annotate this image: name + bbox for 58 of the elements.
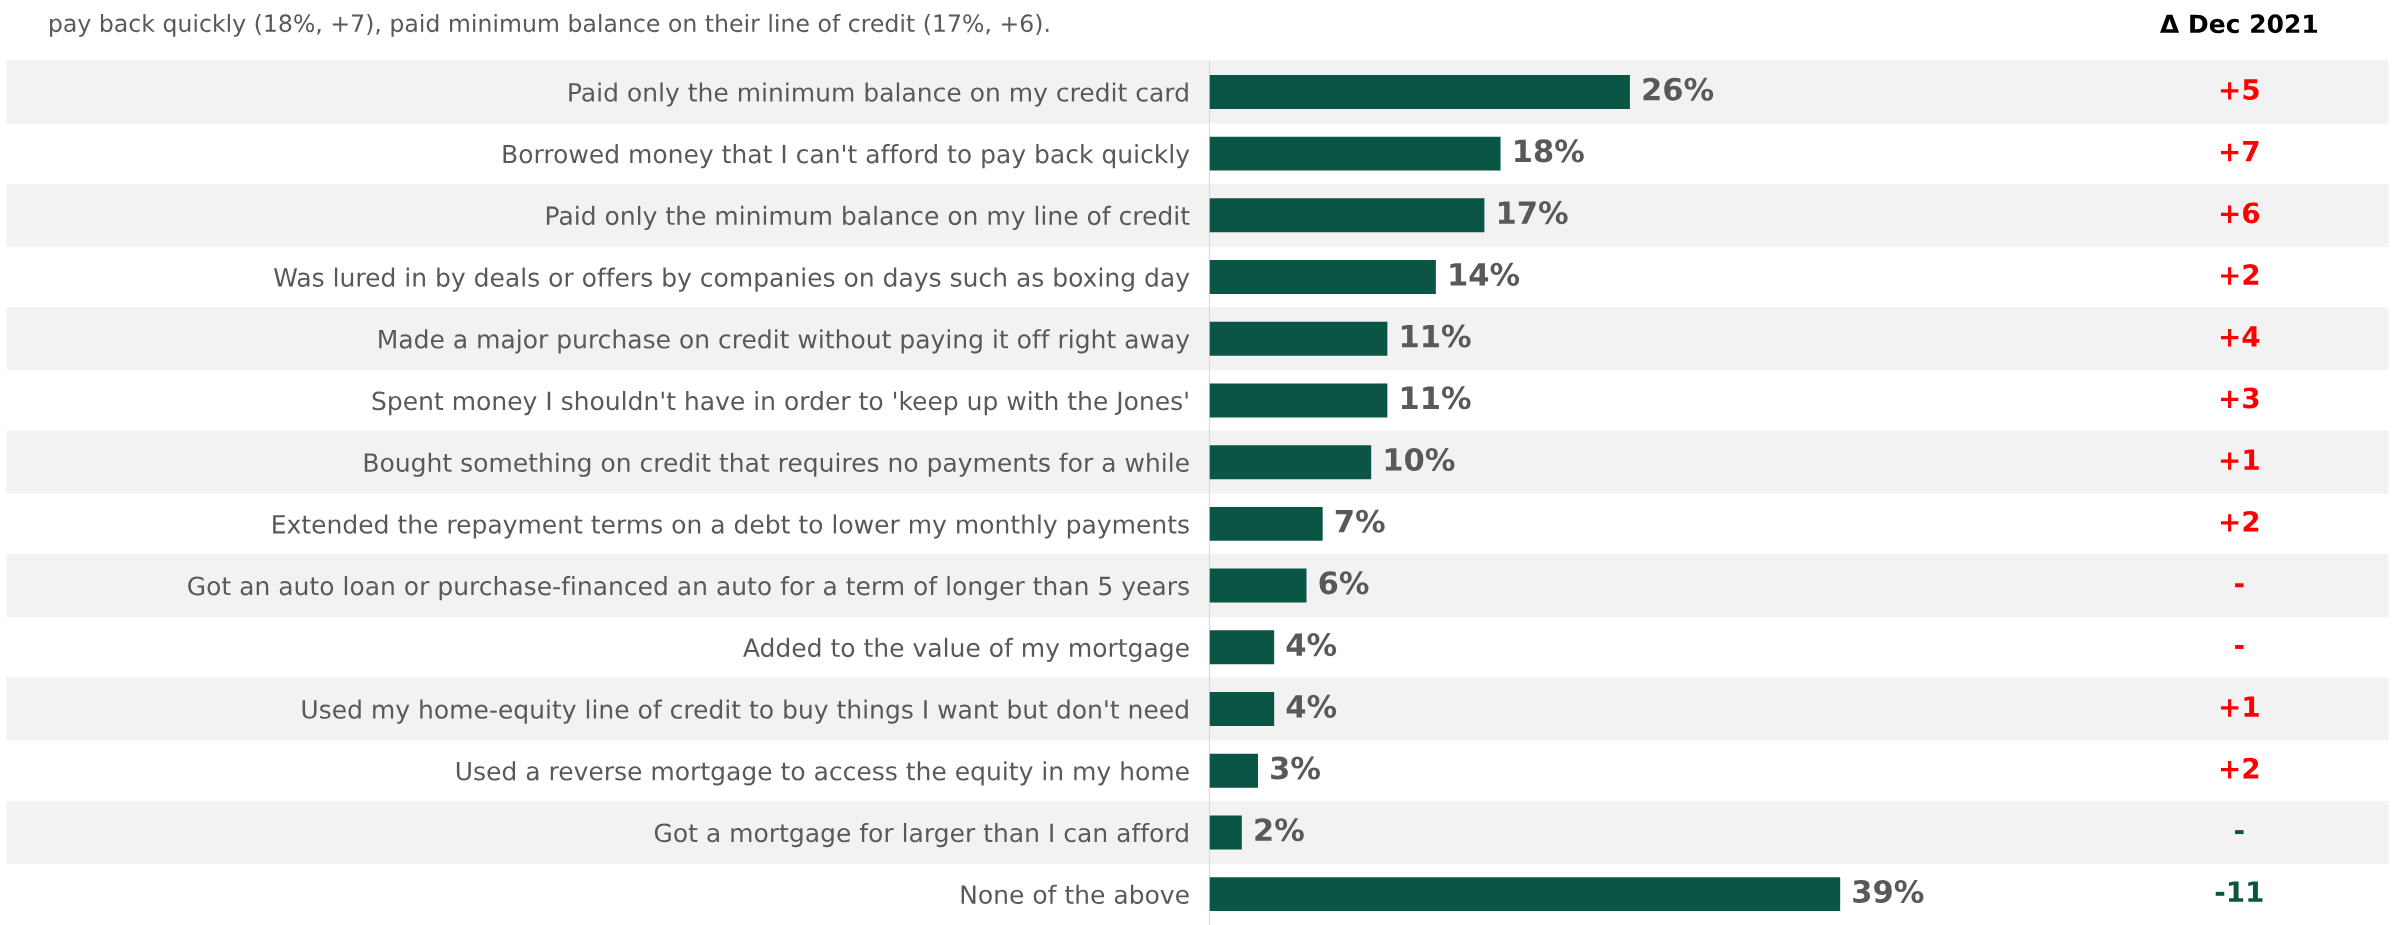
text: +1	[2220, 449, 2259, 470]
y-tick-label: Made a major purchase on credit without paying it off right away	[379, 329, 1190, 354]
text: Δ Dec 2021	[2160, 14, 2318, 34]
text: +3	[2220, 387, 2259, 409]
y-tick-label: Borrowed money that I can't afford to pay back quickly	[503, 144, 1190, 169]
bar	[1209, 260, 1436, 295]
bar	[1209, 136, 1501, 171]
bar	[1209, 506, 1323, 541]
data-label: 26%	[1643, 77, 1714, 101]
y-tick-label: Paid only the minimum balance on my line of credit	[546, 205, 1190, 231]
text: -11	[2215, 881, 2263, 902]
bar	[1209, 321, 1388, 356]
text: +2	[2220, 757, 2259, 779]
y-tick-label: None of the above	[961, 884, 1189, 904]
text: +5	[2220, 79, 2259, 100]
bar	[1209, 753, 1258, 788]
bar	[1209, 445, 1372, 480]
data-label: 17%	[1498, 201, 1568, 225]
data-label: 7%	[1335, 509, 1385, 533]
data-label: 3%	[1271, 756, 1320, 780]
y-tick-label: Used my home-equity line of credit to buy things I want but don't need	[302, 699, 1188, 724]
text: +6	[2220, 202, 2260, 224]
y-tick-label: Paid only the minimum balance on my credit card	[569, 82, 1188, 107]
text: -	[2235, 645, 2244, 649]
text: +2	[2220, 264, 2259, 285]
bar	[1209, 568, 1307, 603]
bar	[1209, 383, 1388, 418]
text: +7	[2220, 141, 2259, 162]
bar	[1209, 877, 1841, 912]
data-label: 6%	[1319, 571, 1369, 595]
text: -	[2235, 830, 2244, 835]
text: +4	[2220, 326, 2260, 347]
bar	[1209, 198, 1485, 233]
data-label: 14%	[1450, 262, 1520, 286]
y-tick-label: Got a mortgage for larger than I can afford	[654, 822, 1188, 848]
bar	[1209, 630, 1275, 665]
data-label: 4%	[1286, 633, 1337, 657]
data-label: 11%	[1401, 386, 1471, 410]
data-label: 18%	[1515, 139, 1584, 163]
data-label: 2%	[1255, 818, 1304, 842]
bar	[1209, 74, 1630, 109]
text: pay back quickly (18%, +7), paid minimum balance on their line of credit (17%, +6).	[50, 13, 1049, 37]
text: +2	[2220, 510, 2259, 532]
y-tick-label: Got an auto loan or purchase-financed an auto for a term of longer than 5 years	[188, 576, 1189, 601]
data-label: 11%	[1401, 324, 1471, 348]
text: +1	[2220, 696, 2259, 717]
text: -	[2235, 583, 2244, 588]
y-tick-label: Spent money I shouldn't have in order to 'keep up with the Jones'	[372, 390, 1188, 416]
data-label: 10%	[1385, 447, 1455, 472]
y-tick-label: Used a reverse mortgage to access the equity in my home	[456, 761, 1189, 786]
data-label: 4%	[1286, 694, 1337, 718]
y-tick-label: Extended the repayment terms on a debt to lower my monthly payments	[273, 514, 1189, 539]
bar	[1209, 815, 1242, 850]
bar	[1209, 692, 1275, 726]
y-tick-label: Was lured in by deals or offers by companies on days such as boxing day	[274, 267, 1190, 292]
y-tick-label: Bought something on credit that requires no payments for a while	[364, 452, 1189, 477]
data-label: 39%	[1853, 879, 1924, 904]
y-tick-label: Added to the value of my mortgage	[743, 637, 1189, 662]
